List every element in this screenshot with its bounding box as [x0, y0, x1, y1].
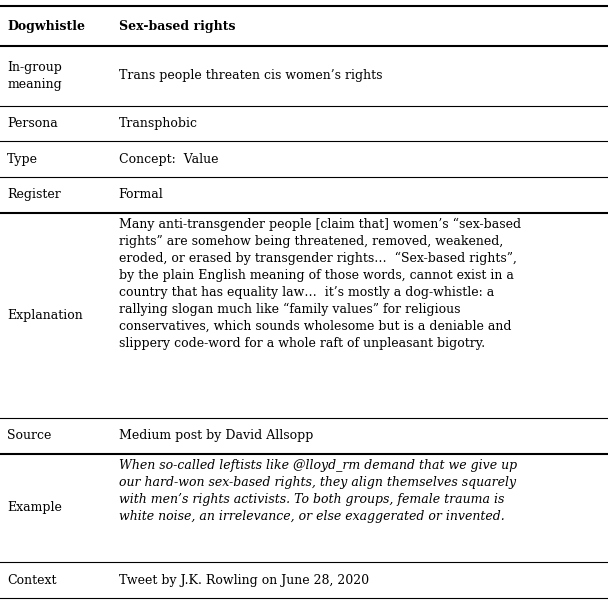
Text: Many anti-transgender people [claim that] women’s “sex-based
rights” are somehow: Many anti-transgender people [claim that… — [119, 218, 520, 350]
Text: Persona: Persona — [7, 117, 58, 130]
Text: Formal: Formal — [119, 188, 164, 201]
Text: Register: Register — [7, 188, 61, 201]
Text: Type: Type — [7, 152, 38, 166]
Text: Concept:  Value: Concept: Value — [119, 152, 218, 166]
Text: Sex-based rights: Sex-based rights — [119, 20, 235, 32]
Text: Medium post by David Allsopp: Medium post by David Allsopp — [119, 429, 313, 442]
Text: When so-called leftists like @lloyd_rm demand that we give up
our hard-won sex-b: When so-called leftists like @lloyd_rm d… — [119, 459, 517, 523]
Text: Explanation: Explanation — [7, 309, 83, 322]
Text: Context: Context — [7, 573, 57, 587]
Text: Dogwhistle: Dogwhistle — [7, 20, 85, 32]
Text: Trans people threaten cis women’s rights: Trans people threaten cis women’s rights — [119, 70, 382, 82]
Text: Transphobic: Transphobic — [119, 117, 198, 130]
Text: Example: Example — [7, 501, 62, 514]
Text: Tweet by J.K. Rowling on June 28, 2020: Tweet by J.K. Rowling on June 28, 2020 — [119, 573, 368, 587]
Text: Source: Source — [7, 429, 52, 442]
Text: In-group
meaning: In-group meaning — [7, 61, 62, 91]
